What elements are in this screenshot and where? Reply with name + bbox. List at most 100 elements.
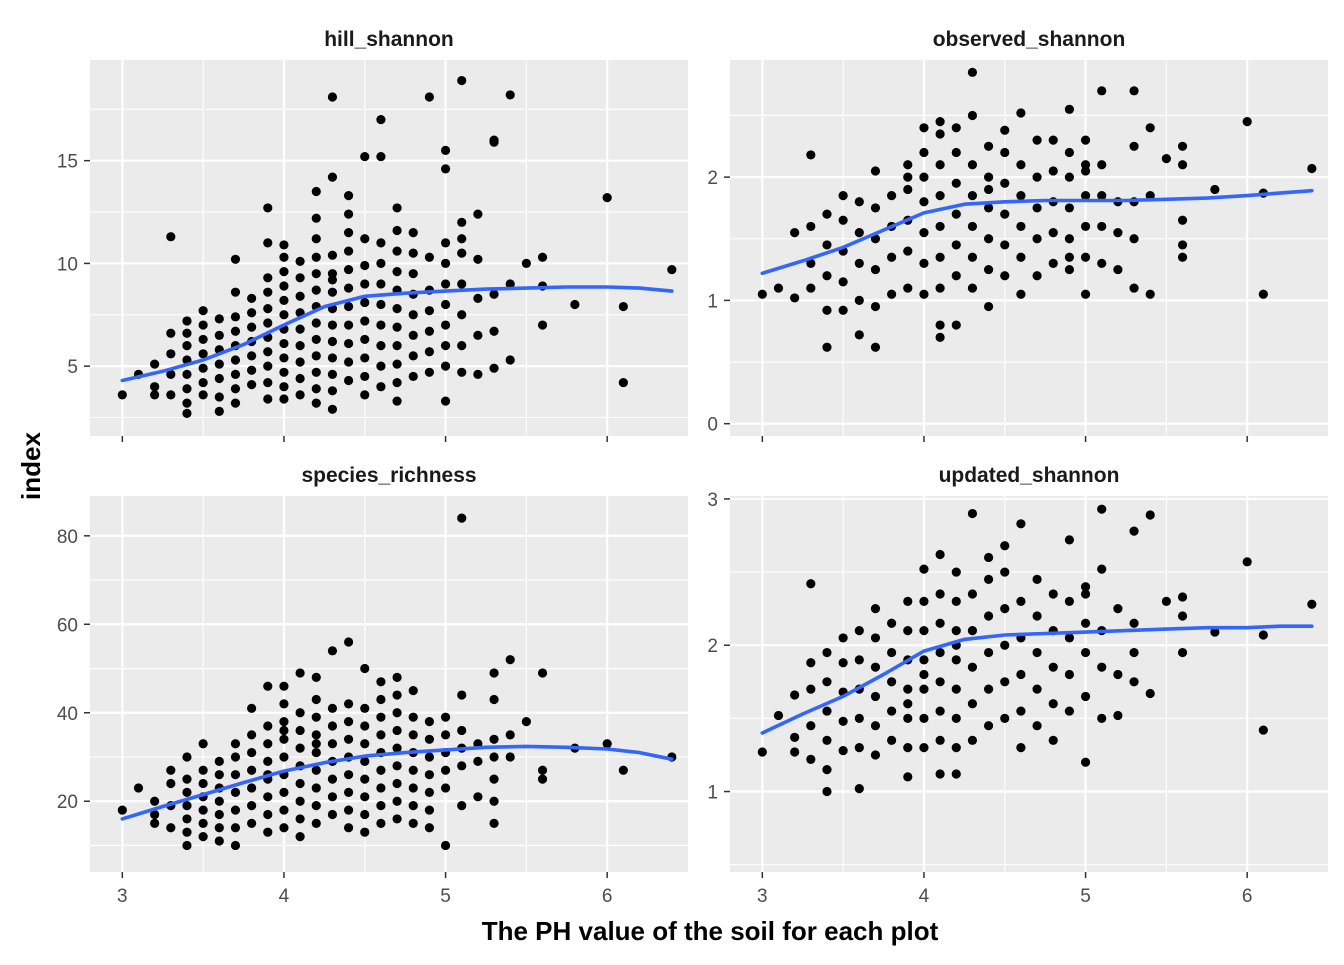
data-point bbox=[1080, 221, 1091, 232]
data-point bbox=[343, 637, 354, 647]
data-point bbox=[343, 227, 354, 238]
data-point bbox=[360, 792, 370, 802]
data-point bbox=[1064, 172, 1075, 182]
data-point bbox=[806, 579, 816, 589]
data-point bbox=[360, 663, 370, 674]
data-point bbox=[838, 277, 848, 287]
data-point bbox=[1016, 519, 1026, 529]
data-point bbox=[505, 730, 515, 740]
data-point bbox=[247, 730, 257, 740]
data-point bbox=[1080, 757, 1091, 767]
data-point bbox=[887, 618, 897, 628]
data-point bbox=[182, 328, 192, 338]
data-point bbox=[263, 809, 273, 820]
data-point bbox=[230, 840, 241, 851]
x-tick-label: 6 bbox=[1242, 886, 1253, 907]
data-point bbox=[473, 254, 483, 264]
smooth-trend-line bbox=[120, 744, 674, 821]
data-point bbox=[295, 725, 305, 736]
data-point bbox=[1129, 141, 1139, 151]
data-point bbox=[457, 513, 467, 523]
data-point bbox=[967, 191, 978, 201]
data-point bbox=[790, 293, 800, 303]
x-tick-label: 3 bbox=[757, 886, 768, 907]
points-group bbox=[117, 513, 677, 851]
data-point bbox=[247, 801, 257, 811]
data-point bbox=[1016, 596, 1026, 606]
data-point bbox=[263, 203, 273, 213]
data-point bbox=[408, 765, 418, 775]
data-point bbox=[1048, 227, 1058, 238]
data-point bbox=[806, 283, 816, 293]
data-point bbox=[887, 252, 897, 262]
data-point bbox=[1016, 706, 1026, 716]
data-point bbox=[327, 739, 338, 749]
data-point bbox=[424, 805, 435, 815]
data-point bbox=[919, 684, 929, 694]
data-point bbox=[247, 293, 257, 303]
data-point bbox=[870, 633, 881, 643]
data-point bbox=[505, 752, 515, 762]
data-point bbox=[951, 567, 961, 577]
data-point bbox=[822, 209, 832, 219]
data-point bbox=[343, 770, 354, 780]
data-point bbox=[822, 706, 832, 716]
data-point bbox=[279, 338, 289, 349]
data-point bbox=[360, 390, 370, 400]
data-point bbox=[230, 384, 241, 394]
data-point bbox=[343, 699, 354, 709]
data-point bbox=[870, 604, 881, 614]
data-point bbox=[1064, 706, 1075, 716]
panel-updated-shannon: updated_shannon 1 2 3 3 4 5 6 bbox=[707, 464, 1328, 907]
data-point bbox=[967, 252, 978, 262]
data-point bbox=[983, 301, 994, 312]
data-point bbox=[1016, 289, 1026, 299]
data-point bbox=[263, 273, 273, 283]
data-point bbox=[1080, 618, 1091, 628]
data-point bbox=[1032, 721, 1042, 731]
data-point bbox=[166, 328, 176, 338]
data-point bbox=[198, 320, 208, 330]
data-point bbox=[295, 291, 305, 301]
data-point bbox=[311, 694, 321, 705]
data-point bbox=[903, 172, 913, 182]
data-point bbox=[790, 747, 800, 757]
data-point bbox=[440, 279, 451, 289]
data-point bbox=[983, 552, 994, 563]
panel-background bbox=[90, 496, 688, 872]
smooth-trend-line bbox=[760, 624, 1314, 735]
data-point bbox=[392, 708, 402, 718]
data-point bbox=[166, 369, 176, 379]
data-point bbox=[343, 717, 354, 727]
data-point bbox=[408, 310, 418, 320]
data-point bbox=[505, 279, 515, 289]
data-point bbox=[919, 713, 929, 723]
data-point bbox=[214, 770, 224, 780]
data-point bbox=[360, 721, 370, 731]
data-point bbox=[279, 295, 289, 305]
data-point bbox=[1080, 582, 1091, 592]
data-point bbox=[327, 404, 338, 414]
panels-layer: hill_shannon51015observed_shannon012spec… bbox=[57, 28, 1328, 907]
data-point bbox=[263, 739, 273, 749]
data-point bbox=[903, 684, 913, 694]
data-point bbox=[1145, 510, 1155, 520]
data-point bbox=[182, 398, 192, 408]
panel-observed-shannon: observed_shannon 0 1 2 bbox=[707, 28, 1328, 442]
data-point bbox=[903, 713, 913, 723]
data-point bbox=[457, 75, 467, 86]
data-point bbox=[1032, 684, 1042, 694]
data-point bbox=[951, 596, 961, 606]
data-point bbox=[983, 647, 994, 658]
data-point bbox=[967, 110, 978, 121]
data-point bbox=[951, 240, 961, 250]
data-point bbox=[935, 191, 945, 201]
data-point bbox=[489, 326, 499, 336]
y-axis-title: index bbox=[16, 432, 46, 500]
data-point bbox=[327, 92, 338, 102]
data-point bbox=[1258, 630, 1268, 640]
data-point bbox=[327, 320, 338, 330]
data-point bbox=[505, 655, 515, 665]
data-point bbox=[214, 330, 224, 340]
